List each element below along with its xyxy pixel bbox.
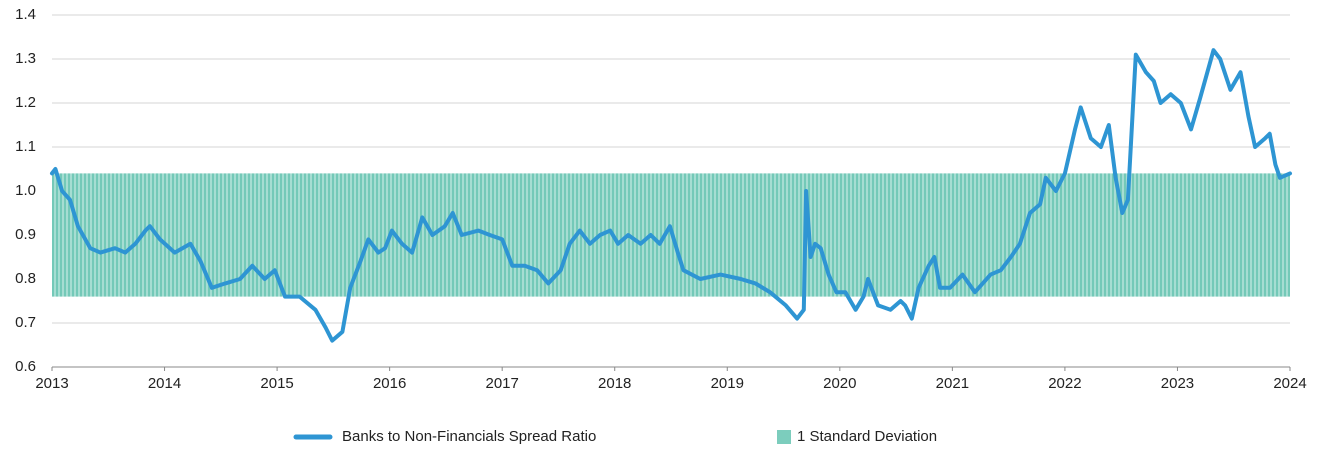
legend-label: Banks to Non-Financials Spread Ratio [342,428,596,445]
x-tick-label: 2024 [1273,375,1306,392]
y-tick-label: 0.8 [15,270,36,287]
y-tick-label: 0.9 [15,226,36,243]
y-tick-label: 1.1 [15,138,36,155]
y-tick-label: 0.7 [15,314,36,331]
x-tick-label: 2017 [485,375,518,392]
legend-swatch [777,430,791,444]
x-tick-label: 2023 [1161,375,1194,392]
series-line [50,48,1292,343]
y-tick-label: 0.6 [15,358,36,375]
x-tick-label: 2019 [711,375,744,392]
x-tick-label: 2021 [936,375,969,392]
x-tick-label: 2018 [598,375,631,392]
x-tick-label: 2020 [823,375,856,392]
x-tick-label: 2015 [260,375,293,392]
y-tick-label: 1.0 [15,182,36,199]
y-tick-label: 1.3 [15,50,36,67]
x-tick-label: 2022 [1048,375,1081,392]
legend-label: 1 Standard Deviation [797,428,937,445]
y-tick-label: 1.4 [15,6,36,23]
x-tick-label: 2016 [373,375,406,392]
x-tick-label: 2014 [148,375,181,392]
y-tick-label: 1.2 [15,94,36,111]
x-tick-label: 2013 [35,375,68,392]
